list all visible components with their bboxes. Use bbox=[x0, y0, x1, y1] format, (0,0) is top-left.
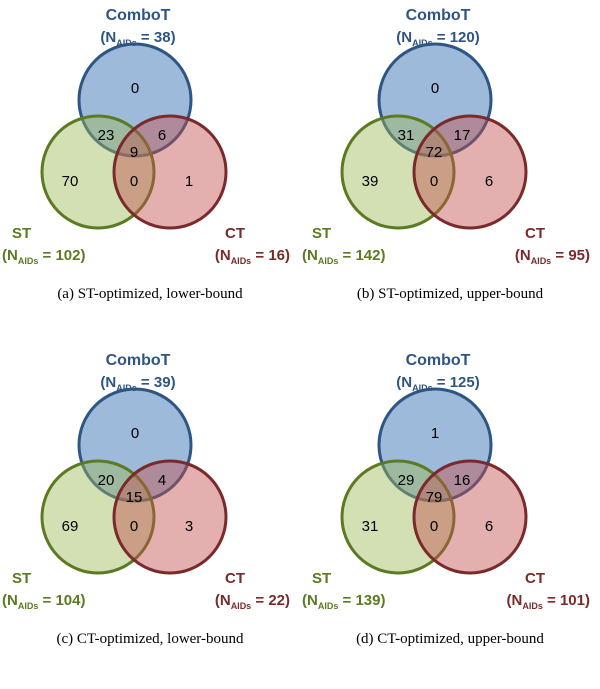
region-all: 15 bbox=[126, 489, 143, 506]
region-st-ct: 0 bbox=[130, 173, 138, 190]
region-st-only: 69 bbox=[62, 518, 79, 535]
region-st-ct: 0 bbox=[430, 518, 438, 535]
ct-label: CT bbox=[525, 225, 545, 242]
st-label: ST bbox=[12, 225, 31, 242]
circle-combot bbox=[77, 42, 193, 158]
panel-caption: (c) CT-optimized, lower-bound bbox=[56, 631, 244, 647]
venn-diagram: 0 20 4 15 69 0 3 ComboT (NAIDs = 39) ST (NAIDs = 1… bbox=[2, 352, 290, 611]
region-combot-ct: 6 bbox=[158, 127, 166, 144]
st-count: (NAIDs = 139) bbox=[302, 592, 385, 611]
combot-label: ComboT bbox=[106, 352, 171, 369]
region-combot-only: 0 bbox=[131, 80, 139, 97]
region-ct-only: 6 bbox=[485, 173, 493, 190]
circle-st bbox=[340, 114, 456, 230]
st-label: ST bbox=[312, 225, 331, 242]
ct-label: CT bbox=[225, 570, 245, 587]
combot-label: ComboT bbox=[406, 352, 471, 369]
region-st-ct: 0 bbox=[130, 518, 138, 535]
venn-panel-a: 0 23 6 9 70 0 1 ComboT (NAIDs = 38) ST (NAIDs = 10… bbox=[0, 0, 300, 344]
region-combot-only: 0 bbox=[431, 80, 439, 97]
region-combot-st: 29 bbox=[398, 472, 415, 489]
circle-ct bbox=[112, 459, 228, 575]
circle-combot bbox=[377, 42, 493, 158]
venn-panel-b: 0 31 17 72 39 0 6 ComboT (NAIDs = 120) ST (NAIDs =… bbox=[300, 0, 600, 344]
region-st-only: 31 bbox=[362, 518, 379, 535]
circle-combot bbox=[77, 387, 193, 503]
ct-label: CT bbox=[225, 225, 245, 242]
circle-st bbox=[340, 459, 456, 575]
ct-count: (NAIDs = 16) bbox=[215, 247, 290, 266]
combot-count: (NAIDs = 125) bbox=[396, 374, 479, 393]
ct-label: CT bbox=[525, 570, 545, 587]
ct-count: (NAIDs = 22) bbox=[215, 592, 290, 611]
venn-diagram: 1 29 16 79 31 0 6 ComboT (NAIDs = 125) ST (NAIDs =… bbox=[302, 352, 590, 611]
region-combot-ct: 16 bbox=[454, 472, 471, 489]
circle-ct bbox=[412, 114, 528, 230]
venn-diagram: 0 31 17 72 39 0 6 ComboT (NAIDs = 120) ST (NAIDs =… bbox=[302, 7, 590, 266]
circle-combot bbox=[377, 387, 493, 503]
st-count: (NAIDs = 102) bbox=[2, 247, 85, 266]
ct-count: (NAIDs = 95) bbox=[515, 247, 590, 266]
panel-caption: (d) CT-optimized, upper-bound bbox=[356, 631, 544, 647]
region-ct-only: 6 bbox=[485, 518, 493, 535]
combot-label: ComboT bbox=[106, 7, 171, 24]
region-combot-st: 31 bbox=[398, 127, 415, 144]
panel-caption: (a) ST-optimized, lower-bound bbox=[57, 286, 243, 302]
st-count: (NAIDs = 142) bbox=[302, 247, 385, 266]
combot-count: (NAIDs = 38) bbox=[100, 29, 175, 48]
region-all: 9 bbox=[130, 144, 138, 161]
circle-st bbox=[40, 114, 156, 230]
venn-diagram: 0 23 6 9 70 0 1 ComboT (NAIDs = 38) ST (NAIDs = 10… bbox=[2, 7, 290, 266]
region-st-ct: 0 bbox=[430, 173, 438, 190]
combot-count: (NAIDs = 39) bbox=[100, 374, 175, 393]
region-combot-st: 23 bbox=[98, 127, 115, 144]
region-combot-only: 0 bbox=[131, 425, 139, 442]
region-all: 72 bbox=[426, 144, 443, 161]
region-st-only: 39 bbox=[362, 173, 379, 190]
region-combot-only: 1 bbox=[431, 425, 439, 442]
region-combot-ct: 4 bbox=[158, 472, 166, 489]
region-ct-only: 3 bbox=[185, 518, 193, 535]
region-combot-ct: 17 bbox=[454, 127, 471, 144]
combot-label: ComboT bbox=[406, 7, 471, 24]
circle-st bbox=[40, 459, 156, 575]
venn-panel-d: 1 29 16 79 31 0 6 ComboT (NAIDs = 125) ST (NAIDs =… bbox=[300, 345, 600, 689]
st-count: (NAIDs = 104) bbox=[2, 592, 85, 611]
region-st-only: 70 bbox=[62, 173, 79, 190]
region-all: 79 bbox=[426, 489, 443, 506]
combot-count: (NAIDs = 120) bbox=[396, 29, 479, 48]
panel-caption: (b) ST-optimized, upper-bound bbox=[356, 286, 544, 302]
region-ct-only: 1 bbox=[185, 173, 193, 190]
st-label: ST bbox=[312, 570, 331, 587]
circle-ct bbox=[112, 114, 228, 230]
region-combot-st: 20 bbox=[98, 472, 115, 489]
circle-ct bbox=[412, 459, 528, 575]
ct-count: (NAIDs = 101) bbox=[507, 592, 590, 611]
venn-panel-c: 0 20 4 15 69 0 3 ComboT (NAIDs = 39) ST (NAIDs = 1… bbox=[0, 345, 300, 689]
st-label: ST bbox=[12, 570, 31, 587]
